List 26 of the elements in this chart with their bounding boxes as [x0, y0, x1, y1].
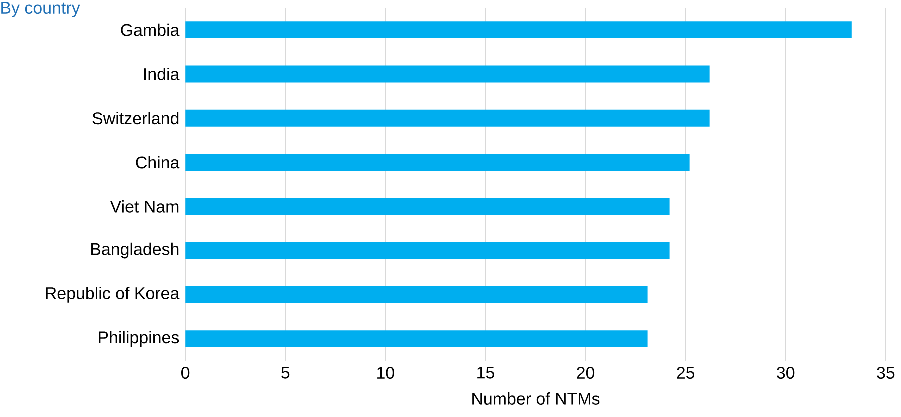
- bar: [186, 198, 670, 216]
- x-tick-label: 25: [677, 367, 695, 380]
- y-tick-label: Republic of Korea: [46, 287, 180, 303]
- x-tick-label: 5: [282, 367, 290, 379]
- y-tick-label: Bangladesh: [92, 242, 179, 259]
- bar: [186, 242, 670, 260]
- bar: [186, 154, 690, 171]
- x-axis-title: Number of NTMs: [472, 392, 600, 405]
- text: By country: [2, 2, 80, 18]
- x-tick-label: 20: [577, 367, 595, 380]
- bar: [186, 66, 710, 83]
- y-tick-label: India: [144, 68, 180, 80]
- bar: [186, 110, 710, 127]
- x-tick-label: 10: [378, 367, 394, 380]
- x-tick-label: 35: [877, 367, 895, 380]
- x-tick-label: 30: [777, 367, 795, 380]
- y-tick-label: Switzerland: [92, 112, 179, 125]
- bar: [186, 286, 648, 304]
- bar: [186, 330, 648, 348]
- y-tick-label: China: [136, 156, 180, 169]
- y-tick-label: Gambia: [121, 24, 180, 36]
- y-tick-label: Viet Nam: [110, 200, 179, 213]
- x-tick-label: 0: [182, 367, 190, 380]
- x-tick-label: 15: [478, 367, 494, 379]
- y-tick-label: Philippines: [99, 331, 180, 347]
- bar: [186, 22, 852, 39]
